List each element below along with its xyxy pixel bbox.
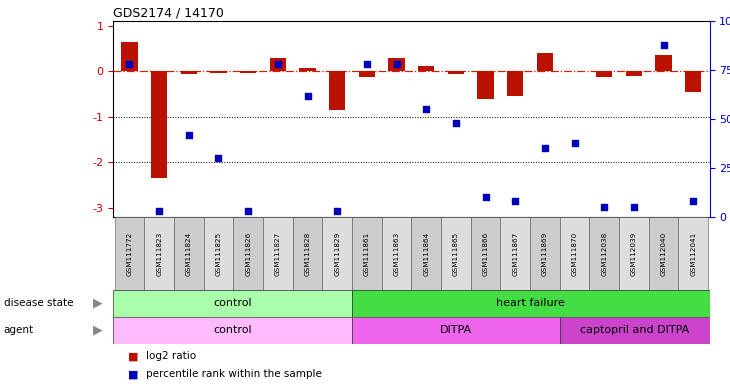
- Text: ▶: ▶: [93, 324, 102, 337]
- Point: [658, 41, 669, 48]
- Text: GSM111827: GSM111827: [274, 231, 281, 276]
- Text: GSM111865: GSM111865: [453, 231, 459, 276]
- Point: [212, 155, 224, 161]
- Bar: [299, 68, 315, 71]
- Point: [123, 61, 135, 67]
- FancyBboxPatch shape: [115, 217, 145, 290]
- Text: GSM111824: GSM111824: [186, 231, 192, 276]
- Point: [539, 145, 550, 151]
- Text: GSM111866: GSM111866: [483, 231, 488, 276]
- Bar: [210, 71, 226, 73]
- FancyBboxPatch shape: [530, 217, 560, 290]
- FancyBboxPatch shape: [352, 290, 710, 317]
- Point: [301, 93, 313, 99]
- Text: control: control: [213, 298, 252, 308]
- Text: DITPA: DITPA: [440, 325, 472, 335]
- Point: [420, 106, 432, 112]
- FancyBboxPatch shape: [293, 217, 323, 290]
- Point: [569, 139, 580, 146]
- Bar: [626, 71, 642, 76]
- Bar: [418, 66, 434, 71]
- Point: [450, 120, 461, 126]
- FancyBboxPatch shape: [263, 217, 293, 290]
- Point: [688, 198, 699, 204]
- Bar: [596, 71, 612, 77]
- FancyBboxPatch shape: [678, 217, 708, 290]
- Point: [361, 61, 373, 67]
- FancyBboxPatch shape: [113, 290, 352, 317]
- Point: [183, 132, 195, 138]
- Text: GSM111861: GSM111861: [364, 231, 370, 276]
- Bar: [151, 71, 167, 178]
- Text: GSM111864: GSM111864: [423, 231, 429, 276]
- FancyBboxPatch shape: [382, 217, 412, 290]
- Text: agent: agent: [4, 325, 34, 335]
- FancyBboxPatch shape: [619, 217, 649, 290]
- Point: [242, 208, 254, 214]
- Text: percentile rank within the sample: percentile rank within the sample: [146, 369, 322, 379]
- Text: GSM111869: GSM111869: [542, 231, 548, 276]
- FancyBboxPatch shape: [174, 217, 204, 290]
- FancyBboxPatch shape: [500, 217, 530, 290]
- Bar: [685, 71, 702, 92]
- Bar: [329, 71, 345, 110]
- Text: GSM111772: GSM111772: [126, 231, 132, 276]
- Text: GSM111867: GSM111867: [512, 231, 518, 276]
- FancyBboxPatch shape: [412, 217, 441, 290]
- Text: GSM112038: GSM112038: [602, 231, 607, 276]
- Point: [480, 194, 491, 200]
- Point: [331, 208, 343, 214]
- FancyBboxPatch shape: [352, 217, 382, 290]
- Text: disease state: disease state: [4, 298, 73, 308]
- Text: GSM111825: GSM111825: [215, 231, 221, 276]
- Text: GSM112039: GSM112039: [631, 231, 637, 276]
- Text: GSM112040: GSM112040: [661, 231, 666, 276]
- FancyBboxPatch shape: [234, 217, 263, 290]
- FancyBboxPatch shape: [113, 317, 352, 344]
- Text: log2 ratio: log2 ratio: [146, 351, 196, 361]
- Text: GSM112041: GSM112041: [691, 231, 696, 276]
- Bar: [656, 55, 672, 71]
- FancyBboxPatch shape: [471, 217, 500, 290]
- Text: ▶: ▶: [93, 297, 102, 310]
- FancyBboxPatch shape: [204, 217, 234, 290]
- Point: [510, 198, 521, 204]
- Point: [153, 208, 165, 214]
- FancyBboxPatch shape: [560, 217, 589, 290]
- FancyBboxPatch shape: [323, 217, 352, 290]
- Text: GSM111828: GSM111828: [304, 231, 310, 276]
- Bar: [240, 71, 256, 73]
- FancyBboxPatch shape: [561, 317, 710, 344]
- Text: GSM111823: GSM111823: [156, 231, 162, 276]
- Bar: [388, 58, 404, 71]
- Bar: [121, 41, 138, 71]
- Text: GDS2174 / 14170: GDS2174 / 14170: [113, 7, 224, 20]
- Text: GSM111870: GSM111870: [572, 231, 577, 276]
- Text: ■: ■: [128, 369, 138, 379]
- FancyBboxPatch shape: [441, 217, 471, 290]
- Text: GSM111826: GSM111826: [245, 231, 251, 276]
- FancyBboxPatch shape: [649, 217, 678, 290]
- Bar: [507, 71, 523, 96]
- Bar: [477, 71, 493, 99]
- Point: [628, 204, 639, 210]
- Text: control: control: [213, 325, 252, 335]
- Text: ■: ■: [128, 351, 138, 361]
- Text: captopril and DITPA: captopril and DITPA: [580, 325, 690, 335]
- Point: [272, 61, 284, 67]
- Bar: [180, 71, 197, 74]
- FancyBboxPatch shape: [589, 217, 619, 290]
- Point: [599, 204, 610, 210]
- Text: heart failure: heart failure: [496, 298, 565, 308]
- Bar: [358, 71, 375, 77]
- Text: GSM111829: GSM111829: [334, 231, 340, 276]
- Text: GSM111863: GSM111863: [393, 231, 399, 276]
- Bar: [269, 58, 286, 71]
- Bar: [537, 53, 553, 71]
- Point: [391, 61, 402, 67]
- FancyBboxPatch shape: [145, 217, 174, 290]
- Bar: [447, 71, 464, 74]
- FancyBboxPatch shape: [352, 317, 561, 344]
